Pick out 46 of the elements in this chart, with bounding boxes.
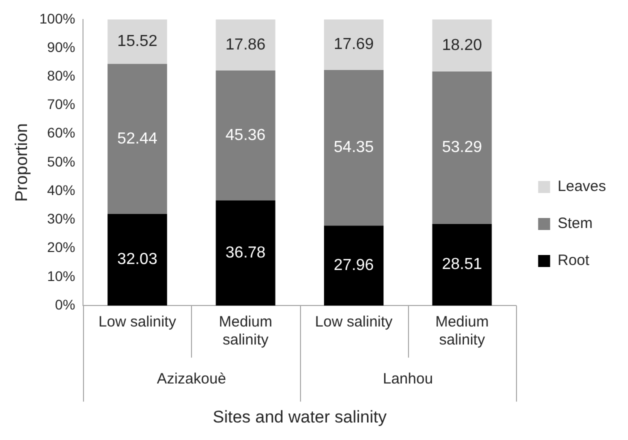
data-label: 53.29 [442, 139, 482, 156]
x-axis-title: Sites and water salinity [212, 407, 388, 426]
y-tick-label: 60% [47, 124, 76, 141]
bar [108, 19, 168, 64]
bar [324, 19, 384, 70]
y-tick-label: 20% [47, 239, 76, 256]
data-label: 18.20 [442, 36, 482, 54]
data-label: 52.44 [117, 130, 158, 148]
bar [324, 70, 384, 226]
x-tick-label: Low salinity [315, 314, 394, 331]
data-label: 36.78 [226, 244, 266, 262]
data-label: 27.96 [334, 256, 374, 274]
bar [432, 71, 492, 224]
y-axis-title: Proportion [12, 123, 31, 202]
legend-label: Root [558, 252, 590, 270]
y-tick-label: 90% [47, 38, 76, 55]
text: Azizakouè [156, 370, 226, 388]
bar [216, 70, 276, 200]
data-label: 45.36 [226, 126, 266, 144]
data-label: 32.03 [117, 251, 158, 268]
x-tick-label: Low salinity [98, 314, 177, 331]
bar [108, 214, 168, 306]
data-label: 17.69 [334, 36, 374, 54]
bar [108, 64, 168, 214]
y-tick-label: 80% [47, 68, 76, 84]
bar [324, 226, 384, 306]
x-tick-label: Medium salinity [218, 314, 272, 349]
data-label: 28.51 [442, 256, 482, 274]
y-tick-label: 70% [47, 96, 76, 112]
bar [432, 19, 492, 72]
x-tick-label: Medium salinity [435, 314, 489, 349]
text: Lanhou [382, 370, 433, 388]
bar [216, 200, 276, 306]
y-tick-label: 10% [47, 268, 76, 284]
y-tick-label: 30% [47, 210, 76, 227]
data-label: 54.35 [334, 139, 374, 156]
bar [216, 19, 276, 71]
data-label: 17.86 [226, 36, 266, 54]
y-tick-label: 50% [47, 153, 76, 170]
y-tick-label: 100% [39, 10, 76, 26]
data-label: 15.52 [117, 33, 158, 50]
bar [432, 224, 492, 306]
legend-label: Leaves [558, 178, 606, 196]
y-tick-label: 0% [54, 296, 76, 312]
legend-label: Stem [558, 215, 593, 232]
y-tick-label: 40% [47, 182, 76, 198]
